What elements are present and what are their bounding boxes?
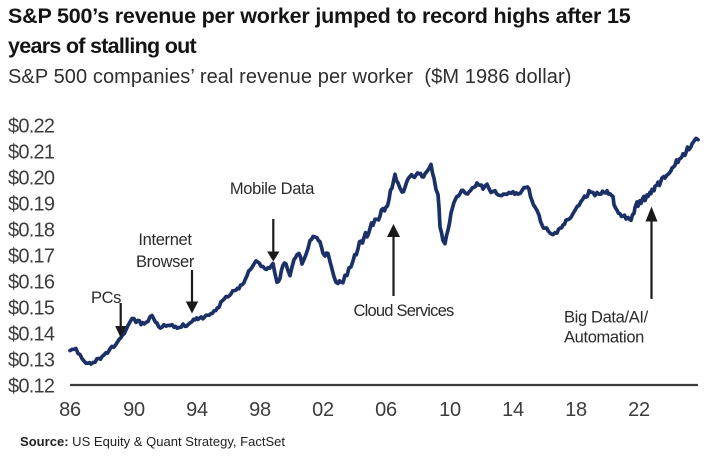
svg-text:$0.20: $0.20 <box>8 167 55 189</box>
svg-text:$0.14: $0.14 <box>8 323 55 345</box>
svg-text:Mobile Data: Mobile Data <box>230 180 315 198</box>
svg-text:$0.12: $0.12 <box>8 375 55 397</box>
svg-text:$0.17: $0.17 <box>8 245 55 267</box>
svg-text:14: 14 <box>502 399 524 421</box>
svg-text:$0.16: $0.16 <box>8 271 55 293</box>
svg-text:06: 06 <box>375 399 397 421</box>
svg-text:Cloud Services: Cloud Services <box>353 302 454 320</box>
svg-text:$0.21: $0.21 <box>8 141 55 163</box>
svg-text:$0.19: $0.19 <box>8 193 55 215</box>
svg-text:98: 98 <box>249 399 271 421</box>
svg-text:90: 90 <box>123 399 145 421</box>
svg-text:18: 18 <box>565 399 587 421</box>
svg-text:86: 86 <box>59 399 81 421</box>
svg-text:PCs: PCs <box>91 289 121 307</box>
svg-text:$0.15: $0.15 <box>8 297 55 319</box>
svg-text:94: 94 <box>186 399 208 421</box>
svg-text:22: 22 <box>628 399 650 421</box>
svg-text:02: 02 <box>312 399 334 421</box>
svg-text:$0.13: $0.13 <box>8 349 55 371</box>
svg-text:10: 10 <box>439 399 461 421</box>
svg-text:Automation: Automation <box>564 329 644 347</box>
svg-text:$0.18: $0.18 <box>8 219 55 241</box>
svg-text:Big Data/AI/: Big Data/AI/ <box>564 309 649 327</box>
svg-text:Browser: Browser <box>136 253 195 271</box>
svg-text:Internet: Internet <box>138 231 192 249</box>
svg-text:$0.22: $0.22 <box>8 115 55 137</box>
